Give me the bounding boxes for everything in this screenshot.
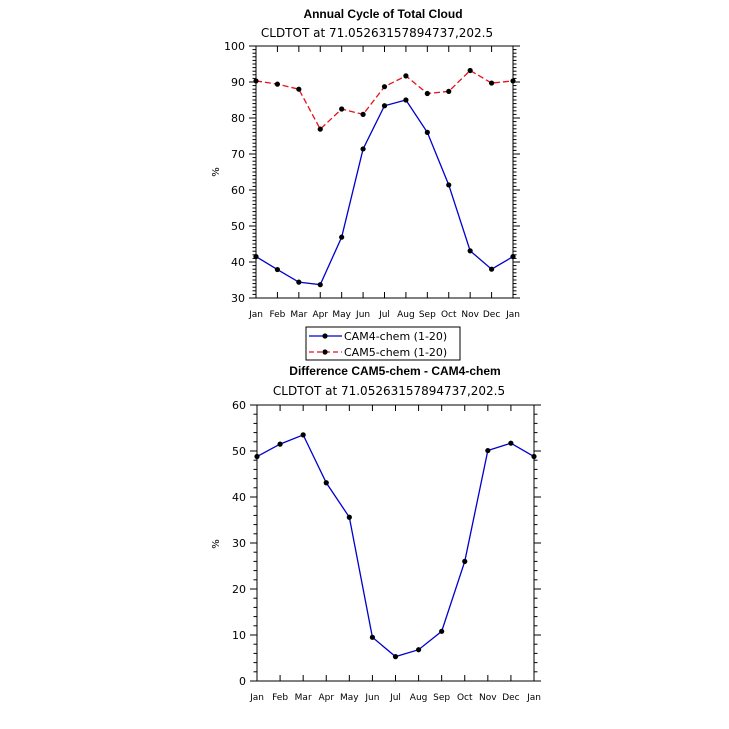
chart2-series-0-point: [415, 647, 422, 653]
chart1-series-0-point: [467, 248, 473, 254]
chart2-series-0-point: [508, 440, 514, 446]
chart2-ytick-label: 0: [239, 675, 246, 688]
chart1-series-0-point: [360, 146, 366, 152]
chart1-ytick-label: 90: [231, 76, 245, 89]
chart2-xtick-label: Jan: [526, 693, 541, 703]
chart1-ytick-label: 100: [224, 40, 245, 53]
chart1-series-0-point: [381, 103, 388, 109]
chart2-xtick-label: May: [340, 693, 359, 703]
chart2-xtick-label: Jan: [249, 693, 264, 703]
chart1-series-1-point: [381, 84, 388, 90]
chart1-xtick-label: Jun: [355, 310, 370, 320]
chart2-series-0-point: [392, 654, 399, 660]
chart2-series-0-point: [485, 447, 491, 454]
chart1-ytick-label: 40: [231, 256, 245, 269]
legend-box: [305, 326, 461, 361]
chart1-series-1-point: [488, 80, 495, 86]
chart1-xtick-label: Aug: [397, 310, 415, 320]
chart1-series-0-point: [403, 97, 409, 103]
chart2-ytick-label: 30: [232, 537, 246, 550]
chart2-series-0-point: [346, 514, 352, 520]
chart1-series-1-point: [424, 90, 430, 97]
chart1-series-1-point: [403, 73, 409, 79]
chart1-ytick-label: 70: [231, 148, 245, 161]
chart1-title: Annual Cycle of Total Cloud: [303, 7, 462, 21]
chart1-xtick-label: Oct: [441, 310, 457, 320]
chart2-series-0-point: [300, 432, 306, 438]
chart1-xtick-label: Jul: [378, 310, 390, 320]
chart1-plot-frame: [255, 45, 514, 299]
chart1-xtick-label: Mar: [290, 310, 307, 320]
legend-marker-cam4: [322, 333, 328, 339]
chart2-xtick-label: Aug: [410, 693, 428, 703]
chart2-ytick-label: 10: [232, 629, 246, 642]
chart-annual-cycle: Annual Cycle of Total Cloud CLDTOT at 71…: [211, 7, 520, 320]
chart2-xtick-label: Sep: [433, 693, 450, 703]
chart2-xtick-label: Nov: [479, 693, 497, 703]
chart1-xtick-label: Sep: [419, 310, 436, 320]
chart1-series-1-point: [339, 106, 345, 112]
chart2-ytick-label: 50: [232, 445, 246, 458]
chart1-series-0-point: [274, 266, 281, 273]
chart2-ytick-label: 40: [232, 491, 246, 504]
chart1-series-line-1: [255, 69, 514, 131]
chart1-ytick-label: 60: [231, 184, 245, 197]
chart2-series-0-point: [369, 634, 376, 640]
chart1-ytick-label: 80: [231, 112, 245, 125]
chart1-ylabel: %: [211, 167, 222, 177]
chart1-series-1-point: [296, 86, 302, 92]
chart1-xtick-label: Jan: [248, 310, 263, 320]
legend-entry-cam4: CAM4-chem (1-20): [344, 330, 447, 343]
chart2-series-0-point: [462, 558, 468, 565]
chart1-xtick-label: Jan: [505, 310, 520, 320]
chart1-series-0-point: [317, 282, 323, 288]
chart1-ytick-label: 30: [231, 292, 245, 305]
chart1-xtick-label: Dec: [483, 310, 500, 320]
chart1-series-0-point: [488, 266, 495, 272]
chart1-series-0-point: [424, 129, 430, 135]
chart1-series-0-point: [296, 279, 302, 285]
chart1-series-1-point: [467, 67, 473, 74]
chart1-series-0-point: [446, 182, 452, 188]
chart2-xtick-label: Oct: [457, 693, 473, 703]
chart1-series-1-point: [360, 111, 366, 117]
chart2-ylabel: %: [211, 539, 222, 549]
chart1-xtick-label: Nov: [461, 310, 479, 320]
chart2-series-0-point: [323, 480, 329, 486]
chart2-series-line-0: [256, 434, 535, 658]
chart2-xtick-label: Dec: [502, 693, 519, 703]
chart-difference: Difference CAM5-chem - CAM4-chem CLDTOT …: [211, 364, 541, 703]
chart1-xtick-label: Apr: [312, 310, 328, 320]
chart1-series-1-point: [446, 88, 452, 94]
chart2-xtick-label: Jun: [364, 693, 379, 703]
legend-marker-cam5: [322, 349, 328, 355]
chart1-xtick-label: Feb: [269, 310, 285, 320]
chart1-subtitle: CLDTOT at 71.05263157894737,202.5: [261, 26, 493, 40]
chart2-subtitle: CLDTOT at 71.05263157894737,202.5: [273, 384, 505, 398]
chart2-ytick-label: 60: [232, 399, 246, 412]
chart1-ytick-label: 50: [231, 220, 245, 233]
chart1-series-1-point: [274, 81, 281, 87]
chart2-xtick-label: Jul: [389, 693, 401, 703]
chart1-legend: CAM4-chem (1-20) CAM5-chem (1-20): [305, 326, 461, 361]
chart2-series-0-point: [439, 628, 445, 634]
chart2-plot-frame: [256, 404, 535, 682]
chart2-series-0-point: [277, 441, 283, 447]
legend-entry-cam5: CAM5-chem (1-20): [344, 346, 447, 359]
chart1-xtick-label: May: [332, 310, 351, 320]
chart1-series-1-point: [317, 126, 323, 132]
chart2-ytick-label: 20: [232, 583, 246, 596]
chart2-xtick-label: Mar: [295, 693, 312, 703]
chart1-series-line-0: [255, 99, 514, 286]
chart2-xtick-label: Apr: [318, 693, 334, 703]
chart2-title: Difference CAM5-chem - CAM4-chem: [289, 364, 500, 378]
chart2-xtick-label: Feb: [272, 693, 288, 703]
chart1-series-0-point: [339, 234, 345, 240]
